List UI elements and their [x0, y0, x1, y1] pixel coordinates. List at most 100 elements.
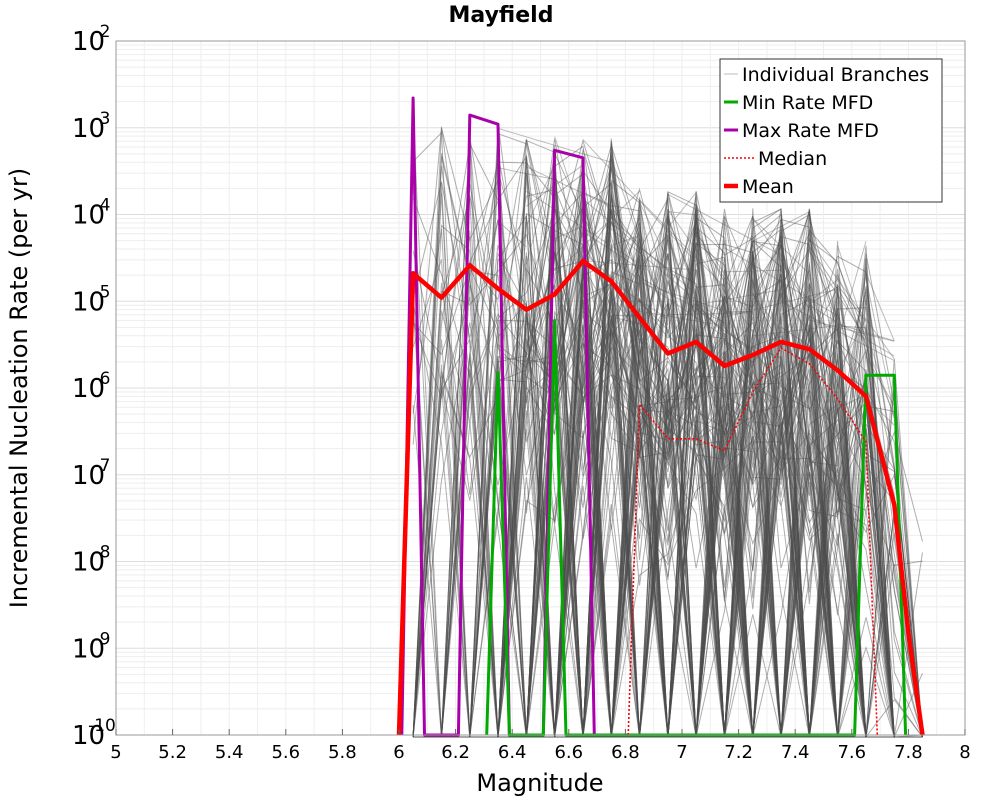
branch-line [413, 268, 923, 738]
branch-segment [809, 319, 895, 342]
branch-line [413, 151, 923, 738]
y-tick-exponent: -2 [94, 22, 111, 42]
y-tick-exponent: -4 [94, 196, 111, 216]
branch-line [413, 289, 923, 738]
branch-segment [525, 159, 556, 265]
branch-segment [808, 228, 839, 326]
x-tick-label: 5.4 [215, 742, 244, 763]
y-tick-exponent: -5 [94, 282, 111, 302]
legend-label: Mean [742, 176, 794, 198]
branch-segment [610, 259, 725, 338]
branch-segment [837, 245, 895, 419]
branch-line [413, 209, 923, 738]
branch-line [413, 208, 923, 738]
branch-line [413, 206, 923, 738]
branch-segment [667, 211, 697, 216]
branch-line [413, 199, 923, 738]
y-tick-exponent: -9 [94, 629, 111, 649]
branch-line [412, 205, 923, 738]
branch-line [413, 288, 923, 738]
legend-label: Median [758, 148, 827, 170]
branch-line [413, 214, 923, 738]
branch-segment [639, 202, 669, 261]
series-line-mean [396, 258, 925, 736]
branch-line [413, 208, 923, 738]
branch-line [412, 126, 923, 738]
branch-segment [809, 305, 895, 357]
branch-line [413, 207, 923, 738]
branch-segment [865, 278, 895, 415]
y-tick-exponent: -7 [94, 456, 111, 476]
branch-line [413, 145, 923, 738]
branch-segment [667, 193, 782, 256]
branch-line [413, 253, 923, 738]
branch-line [413, 217, 923, 738]
branch-segment [582, 251, 640, 303]
y-axis-ticks: 10-210-310-410-510-610-710-810-910-10 [72, 22, 116, 751]
branch-line [413, 254, 923, 738]
x-tick-label: 5 [110, 742, 121, 763]
branch-line [413, 137, 923, 738]
branch-line [412, 212, 923, 738]
branch-line [413, 182, 923, 738]
branch-line [413, 253, 923, 739]
y-tick-label: 10 [72, 201, 105, 231]
branch-line [413, 173, 923, 738]
legend: Individual Branches Min Rate MFD Max Rate … [719, 58, 943, 203]
branch-line [413, 260, 923, 738]
branch-segment [696, 289, 782, 306]
branch-line [413, 258, 923, 738]
branch-line [413, 159, 923, 738]
series-line-max-rate-mfd [400, 96, 596, 737]
branch-line [413, 153, 923, 738]
branch-line [413, 187, 923, 738]
branch-line [413, 191, 923, 738]
branch-line [413, 172, 923, 738]
branch-line [413, 196, 923, 738]
branch-line [413, 322, 923, 738]
branch-line [413, 165, 923, 738]
series-line-median [627, 347, 879, 736]
branch-line [413, 191, 923, 738]
branch-line [413, 184, 923, 738]
branch-segment [809, 279, 838, 303]
branch-line [413, 230, 923, 738]
series-line-min-rate-mfd [485, 319, 908, 737]
branch-line [412, 159, 923, 738]
x-tick-label: 7 [676, 742, 687, 763]
branch-line [413, 224, 923, 738]
branch-line [413, 230, 923, 738]
branch-line [412, 149, 923, 738]
branch-line [412, 264, 923, 738]
y-axis-label: Incremental Nucleation Rate (per yr) [5, 168, 33, 608]
branch-line [412, 274, 923, 738]
branch-line [413, 208, 923, 738]
branch-segment [497, 167, 555, 180]
branch-line [413, 139, 923, 738]
branch-line [412, 236, 923, 738]
x-tick-label: 7.8 [894, 742, 923, 763]
y-tick-label: 10 [72, 287, 105, 317]
branch-line [413, 167, 923, 738]
branch-line [412, 112, 923, 738]
branch-line [413, 246, 923, 738]
branch-segment [497, 127, 612, 163]
y-tick-label: 10 [72, 461, 105, 491]
branch-line [412, 197, 923, 738]
branch-segment [695, 232, 754, 316]
branch-segment [724, 269, 782, 273]
y-tick-label: 10 [72, 27, 105, 57]
branch-line [412, 192, 923, 738]
branch-segment [752, 211, 810, 242]
legend-box [719, 58, 943, 203]
branch-line [413, 228, 923, 738]
branch-segment [639, 282, 725, 312]
x-tick-label: 7.6 [837, 742, 866, 763]
y-tick-label: 10 [72, 634, 105, 664]
branch-line [413, 165, 923, 738]
branch-line [412, 165, 923, 738]
branch-line [413, 154, 923, 738]
branch-line [413, 271, 923, 738]
branch-segment [582, 139, 697, 263]
branch-line [413, 283, 923, 738]
